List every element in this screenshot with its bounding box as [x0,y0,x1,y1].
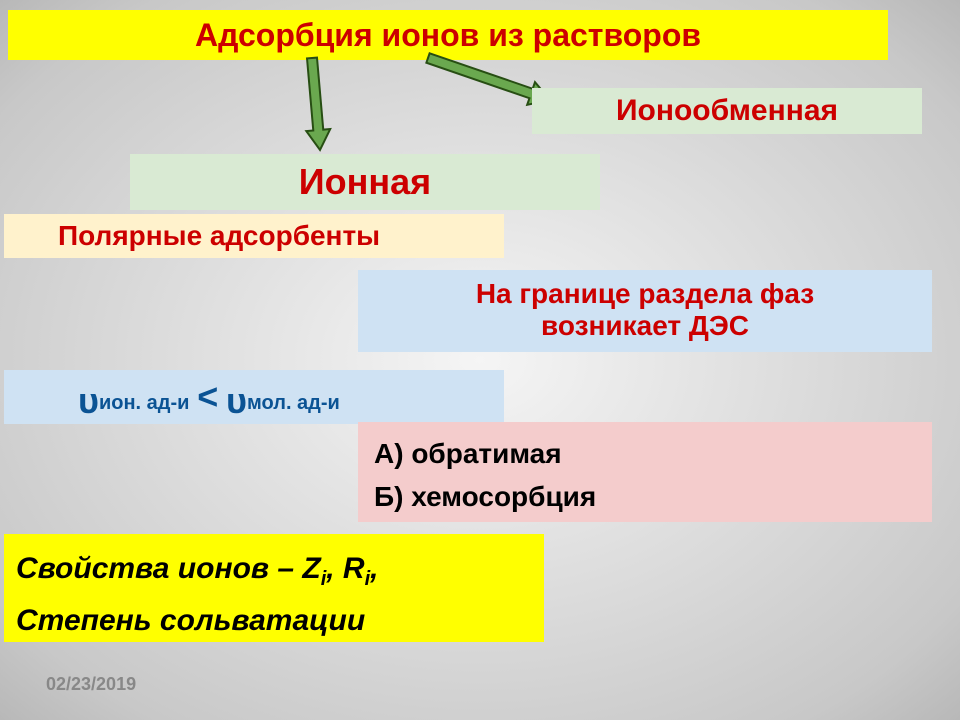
polar-text: Полярные адсорбенты [58,220,380,251]
arrow-to-ion-exchange [428,58,429,59]
boundary-line1: На границе раздела фаз [476,278,814,309]
boundary-line2: возникает ДЭС [541,310,749,341]
upsilon-1: υ [78,380,99,421]
ionic-text: Ионная [299,161,431,202]
date-footer: 02/23/2019 [46,674,136,695]
polar-box: Полярные адсорбенты [4,214,504,258]
ion-exchange-text: Ионообменная [616,94,838,127]
boundary-box: На границе раздела фаз возникает ДЭС [358,270,932,352]
speed-sub2: мол. ад-и [247,392,340,414]
upsilon-2: υ [226,380,247,421]
arrow-to-ionic [312,58,313,59]
props-prefix: Свойства ионов – Z [16,552,321,585]
date-text: 02/23/2019 [46,674,136,694]
title-text: Адсорбция ионов из растворов [195,17,701,53]
speed-box: υион. ад-и < υмол. ад-и [4,370,504,424]
ion-exchange-box: Ионообменная [532,88,922,134]
props-line1: Свойства ионов – Zi, Ri, [16,544,544,596]
types-box: А) обратимая Б) хемосорбция [358,422,932,522]
props-line2: Степень сольватации [16,596,544,646]
title-bar: Адсорбция ионов из растворов [8,10,888,60]
less-than: < [197,376,218,417]
type-a: А) обратимая [374,432,932,475]
speed-sub1: ион. ад-и [99,392,189,414]
type-b: Б) хемосорбция [374,475,932,518]
properties-box: Свойства ионов – Zi, Ri, Степень сольват… [4,534,544,642]
props-suffix: , [370,552,378,585]
ionic-box: Ионная [130,154,600,210]
props-mid: , R [326,552,364,585]
